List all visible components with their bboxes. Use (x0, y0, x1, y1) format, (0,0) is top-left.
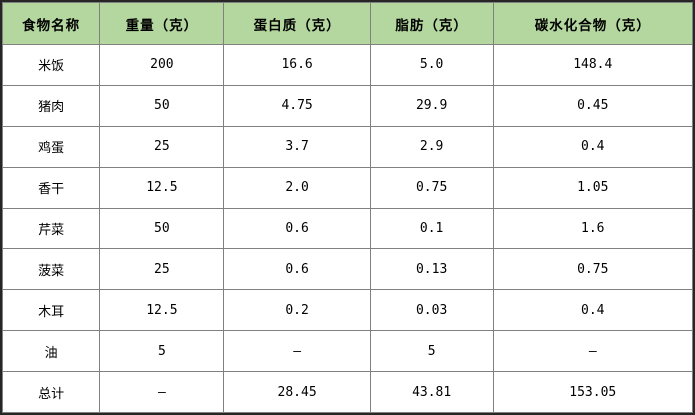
column-header: 脂肪（克） (369, 2, 494, 45)
table-row: 鸡蛋 25 3.7 2.9 0.4 (1, 125, 694, 168)
column-header: 食物名称 (1, 2, 101, 45)
table-cell: 0.4 (492, 125, 694, 168)
row-label-cell: 鸡蛋 (1, 125, 101, 168)
table-row: 香干 12.5 2.0 0.75 1.05 (1, 166, 694, 209)
table-cell: 5 (369, 330, 494, 372)
table-row: 木耳 12.5 0.2 0.03 0.4 (1, 289, 694, 332)
table-cell: 200 (99, 44, 225, 86)
table-cell: 50 (99, 84, 225, 127)
table-cell: 2.0 (223, 166, 371, 209)
row-label-cell: 木耳 (1, 289, 101, 332)
table-cell: 0.13 (369, 248, 494, 291)
table-cell: 25 (99, 125, 225, 168)
row-label-cell: 香干 (1, 166, 101, 209)
table-cell: 25 (99, 248, 225, 291)
row-label-cell: 菠菜 (1, 248, 101, 291)
table-row: 菠菜 25 0.6 0.13 0.75 (1, 248, 694, 291)
column-header: 碳水化合物（克） (492, 2, 694, 45)
table-row: 米饭 200 16.6 5.0 148.4 (1, 44, 694, 86)
table-cell: 153.05 (492, 371, 694, 413)
table-cell: 5.0 (369, 44, 494, 86)
table-cell: 0.45 (492, 84, 694, 127)
table-row: 芹菜 50 0.6 0.1 1.6 (1, 207, 694, 250)
row-label-cell: 油 (1, 330, 101, 372)
table-cell: 0.75 (492, 248, 694, 291)
table-cell: 0.03 (369, 289, 494, 332)
table-cell: 5 (99, 330, 225, 372)
column-header: 蛋白质（克） (223, 2, 371, 45)
row-label-cell: 米饭 (1, 44, 101, 86)
row-label-cell: 总计 (1, 371, 101, 413)
table-cell: 1.6 (492, 207, 694, 250)
table-cell: – (492, 330, 694, 372)
table-cell: 0.4 (492, 289, 694, 332)
column-header: 重量（克） (99, 2, 225, 45)
row-label-cell: 猪肉 (1, 84, 101, 127)
table-row: 猪肉 50 4.75 29.9 0.45 (1, 84, 694, 127)
table-cell: 29.9 (369, 84, 494, 127)
table-cell: 0.2 (223, 289, 371, 332)
header-row: 食物名称 重量（克） 蛋白质（克） 脂肪（克） 碳水化合物（克） (1, 2, 694, 45)
table-cell: 50 (99, 207, 225, 250)
table-cell: 4.75 (223, 84, 371, 127)
table-body: 米饭 200 16.6 5.0 148.4 猪肉 50 4.75 29.9 0.45 鸡蛋 25 3.7… (1, 44, 694, 413)
table-cell: 12.5 (99, 289, 225, 332)
table-cell: 3.7 (223, 125, 371, 168)
table-cell: 1.05 (492, 166, 694, 209)
table-cell: – (223, 330, 371, 372)
table-cell: 0.75 (369, 166, 494, 209)
row-label-cell: 芹菜 (1, 207, 101, 250)
table-cell: 12.5 (99, 166, 225, 209)
table-header: 食物名称 重量（克） 蛋白质（克） 脂肪（克） 碳水化合物（克） (1, 2, 694, 45)
table-row: 油 5–5– (1, 330, 694, 372)
table-row: 总计 –28.45 43.81 153.05 (1, 371, 694, 413)
table-cell: 148.4 (492, 44, 694, 86)
table-cell: 16.6 (223, 44, 371, 86)
table-cell: 2.9 (369, 125, 494, 168)
table-cell: 28.45 (223, 371, 371, 413)
table-cell: 0.6 (223, 248, 371, 291)
table-cell: – (99, 371, 225, 413)
table-cell: 43.81 (369, 371, 494, 413)
table-cell: 0.6 (223, 207, 371, 250)
table-cell: 0.1 (369, 207, 494, 250)
